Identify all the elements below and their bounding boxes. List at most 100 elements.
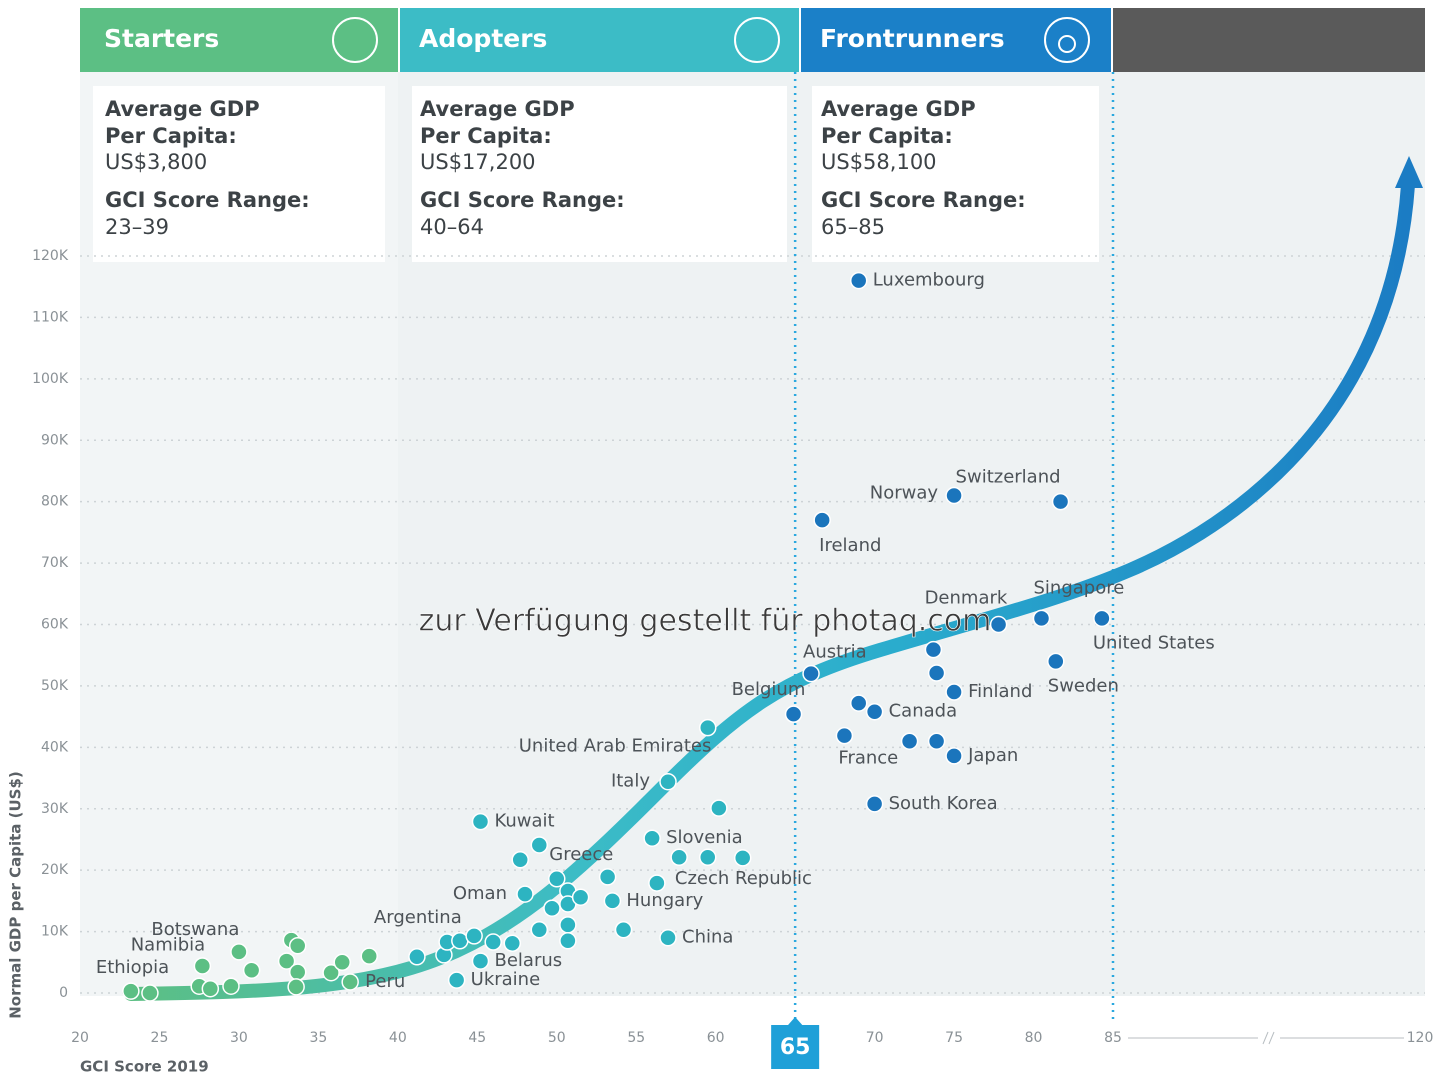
- y-axis-title: Normal GDP per Capita (US$): [7, 771, 25, 1019]
- point: [835, 726, 854, 745]
- point-label: China: [682, 927, 733, 948]
- point: [277, 952, 296, 970]
- baseline: [80, 996, 1425, 1000]
- x-axis-title: GCI Score 2019: [80, 1058, 209, 1076]
- icon: [332, 17, 378, 63]
- point-label: Canada: [889, 701, 958, 722]
- point-label: Peru: [365, 971, 405, 992]
- x-tick-label: 55: [627, 1030, 645, 1046]
- point-label: Italy: [611, 771, 650, 792]
- x-tick-label: 50: [548, 1030, 566, 1046]
- point: [360, 947, 378, 965]
- stat-value: 40–64: [420, 215, 484, 239]
- point-label: Japan: [967, 745, 1018, 766]
- y-tick-label: 10K: [41, 924, 69, 940]
- point: [548, 870, 566, 888]
- point: [511, 850, 529, 869]
- x-tick-label: 70: [866, 1030, 884, 1046]
- point-label: Belarus: [494, 950, 562, 971]
- point-label: Belgium: [732, 679, 806, 700]
- point: [614, 920, 633, 939]
- point: [784, 705, 803, 723]
- point: [900, 732, 919, 750]
- point: [471, 952, 490, 970]
- stat-value: 65–85: [821, 215, 885, 239]
- point: [341, 973, 359, 991]
- point: [849, 694, 868, 712]
- point: [447, 971, 466, 989]
- stat-label: Average GDP: [105, 97, 260, 121]
- point-label: United Arab Emirates: [519, 736, 712, 757]
- point: [927, 664, 946, 682]
- highlight-tick-box: [771, 1025, 820, 1069]
- trend-arrowhead: [1395, 156, 1423, 188]
- point: [1093, 609, 1111, 628]
- band-title: Adopters: [419, 24, 547, 53]
- point: [802, 664, 820, 683]
- x-tick-label: 30: [230, 1030, 248, 1046]
- point: [471, 812, 490, 831]
- point-label: Norway: [870, 483, 939, 504]
- point: [242, 961, 261, 980]
- point: [201, 979, 220, 998]
- point: [710, 799, 728, 817]
- point-label: Ukraine: [471, 969, 541, 990]
- point: [141, 984, 159, 1002]
- point-label: Oman: [453, 883, 507, 904]
- point: [698, 848, 717, 867]
- stat-value: US$17,200: [420, 150, 536, 174]
- point: [643, 829, 661, 847]
- x-tick-label: 80: [1025, 1030, 1043, 1046]
- point: [543, 899, 561, 917]
- point-label: Luxembourg: [873, 270, 985, 291]
- y-tick-label: 50K: [41, 678, 69, 694]
- point-label: Denmark: [925, 588, 1008, 609]
- point-label: Czech Republic: [675, 868, 812, 889]
- point: [698, 718, 717, 737]
- point: [945, 683, 963, 701]
- y-tick-label: 30K: [41, 801, 69, 817]
- point: [122, 982, 140, 1000]
- band-header: [400, 8, 799, 72]
- point: [288, 936, 307, 955]
- point-label: Sweden: [1048, 675, 1119, 696]
- y-tick-label: 120K: [32, 248, 69, 264]
- point: [865, 702, 884, 721]
- stat-box: [812, 86, 1099, 262]
- point-label: Singapore: [1033, 577, 1124, 598]
- stat-label: Per Capita:: [821, 124, 953, 148]
- x-tick-label: 60: [707, 1030, 725, 1046]
- point: [849, 271, 868, 290]
- point-label: Finland: [968, 681, 1032, 702]
- point: [222, 977, 240, 995]
- axis-break-mark: [1262, 1031, 1269, 1045]
- point: [924, 640, 943, 659]
- point: [927, 732, 946, 750]
- point: [813, 511, 831, 529]
- y-tick-label: 20K: [41, 862, 69, 878]
- point: [503, 934, 522, 953]
- trend-curve: [124, 178, 1415, 1001]
- x-tick-label: 120: [1407, 1030, 1434, 1046]
- point-label: Slovenia: [666, 827, 743, 848]
- stat-label: Average GDP: [420, 97, 575, 121]
- watermark: zur Verfügung gestellt für photaq.com: [419, 604, 992, 639]
- point: [287, 978, 305, 996]
- stat-label: GCI Score Range:: [821, 188, 1026, 212]
- x-tick-label: 75: [945, 1030, 963, 1046]
- x-tick-label: 45: [468, 1030, 486, 1046]
- point: [559, 916, 577, 934]
- point: [193, 957, 212, 975]
- point: [659, 928, 677, 947]
- point-label: South Korea: [889, 793, 998, 814]
- stat-box: [93, 86, 385, 262]
- point: [333, 953, 351, 972]
- point-label: Ireland: [819, 535, 881, 556]
- stat-value: US$3,800: [105, 150, 207, 174]
- point: [659, 772, 677, 791]
- icon: [734, 17, 780, 63]
- y-tick-label: 90K: [41, 432, 69, 448]
- x-tick-label: 40: [389, 1030, 407, 1046]
- y-tick-label: 70K: [41, 555, 69, 571]
